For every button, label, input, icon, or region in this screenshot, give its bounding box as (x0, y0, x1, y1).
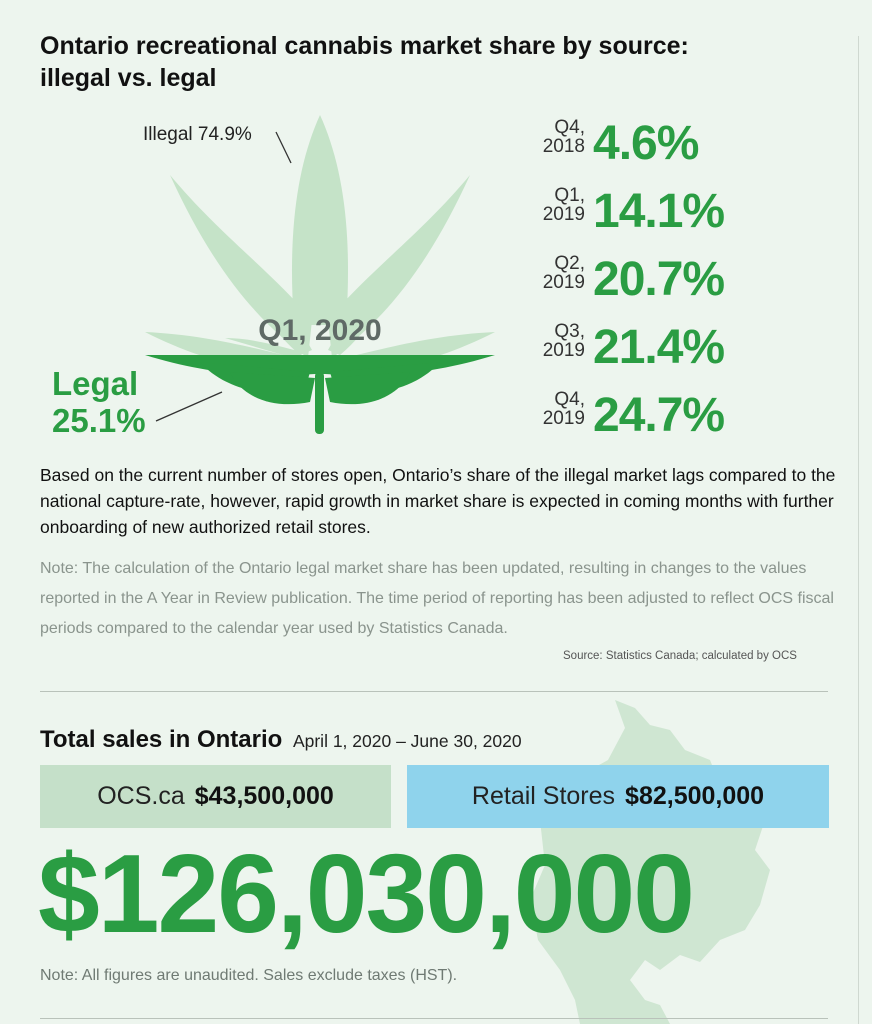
leaf-illegal-portion (145, 115, 495, 355)
source-credit: Source: Statistics Canada; calculated by… (563, 650, 797, 662)
legal-label-value: 25.1% (52, 402, 146, 439)
sales-title-text: Total sales in Ontario (40, 726, 283, 753)
total-sales-value: $126,030,000 (38, 832, 695, 956)
quarter-row: Q2, 2019 20.7% (520, 248, 780, 316)
quarter-value: 14.1% (593, 185, 725, 238)
bottom-divider (40, 1018, 828, 1019)
cannabis-leaf-icon (145, 115, 495, 434)
quarter-row: Q3, 2019 21.4% (520, 316, 780, 384)
quarter-value: 20.7% (593, 253, 725, 306)
leaf-legal-portion (145, 355, 495, 434)
quarterly-share-list: Q4, 2018 4.6% Q1, 2019 14.1% Q2, 2019 20.7%… (520, 112, 780, 452)
quarter-value: 24.7% (593, 389, 725, 442)
quarter-period: Q3, 2019 (542, 321, 585, 361)
summary-paragraph: Based on the current number of stores op… (40, 465, 836, 537)
quarter-period: Q4, 2018 (542, 117, 585, 157)
vertical-divider (858, 36, 859, 1024)
quarter-period: Q1, 2019 (542, 185, 585, 225)
retail-sales-box: Retail Stores $82,500,000 (407, 765, 829, 828)
sales-date-range: April 1, 2020 – June 30, 2020 (292, 731, 522, 751)
quarter-row: Q4, 2018 4.6% (520, 112, 780, 180)
quarter-row: Q1, 2019 14.1% (520, 180, 780, 248)
retail-label: Retail Stores (471, 782, 616, 810)
illegal-share-label: Illegal 74.9% (143, 124, 252, 145)
ocs-value: $43,500,000 (194, 782, 334, 810)
quarter-row: Q4, 2019 24.7% (520, 384, 780, 452)
sales-footnote: Note: All figures are unaudited. Sales e… (40, 967, 458, 984)
retail-value: $82,500,000 (625, 782, 765, 810)
quarter-period: Q4, 2019 (542, 389, 585, 429)
section-divider (40, 691, 828, 692)
legal-share-label: Legal 25.1% (52, 365, 146, 439)
methodology-note: Note: The calculation of the Ontario leg… (40, 560, 834, 637)
chart-title: Ontario recreational cannabis market sha… (40, 32, 689, 92)
legal-label-word: Legal (52, 365, 139, 402)
ocs-label: OCS.ca (97, 782, 185, 810)
sales-section-title: Total sales in Ontario April 1, 2020 – J… (40, 726, 522, 754)
ocs-sales-box: OCS.ca $43,500,000 (40, 765, 391, 828)
quarter-value: 21.4% (593, 321, 725, 374)
period-label: Q1, 2020 (258, 314, 382, 347)
quarter-period: Q2, 2019 (542, 253, 585, 293)
quarter-value: 4.6% (593, 117, 699, 170)
